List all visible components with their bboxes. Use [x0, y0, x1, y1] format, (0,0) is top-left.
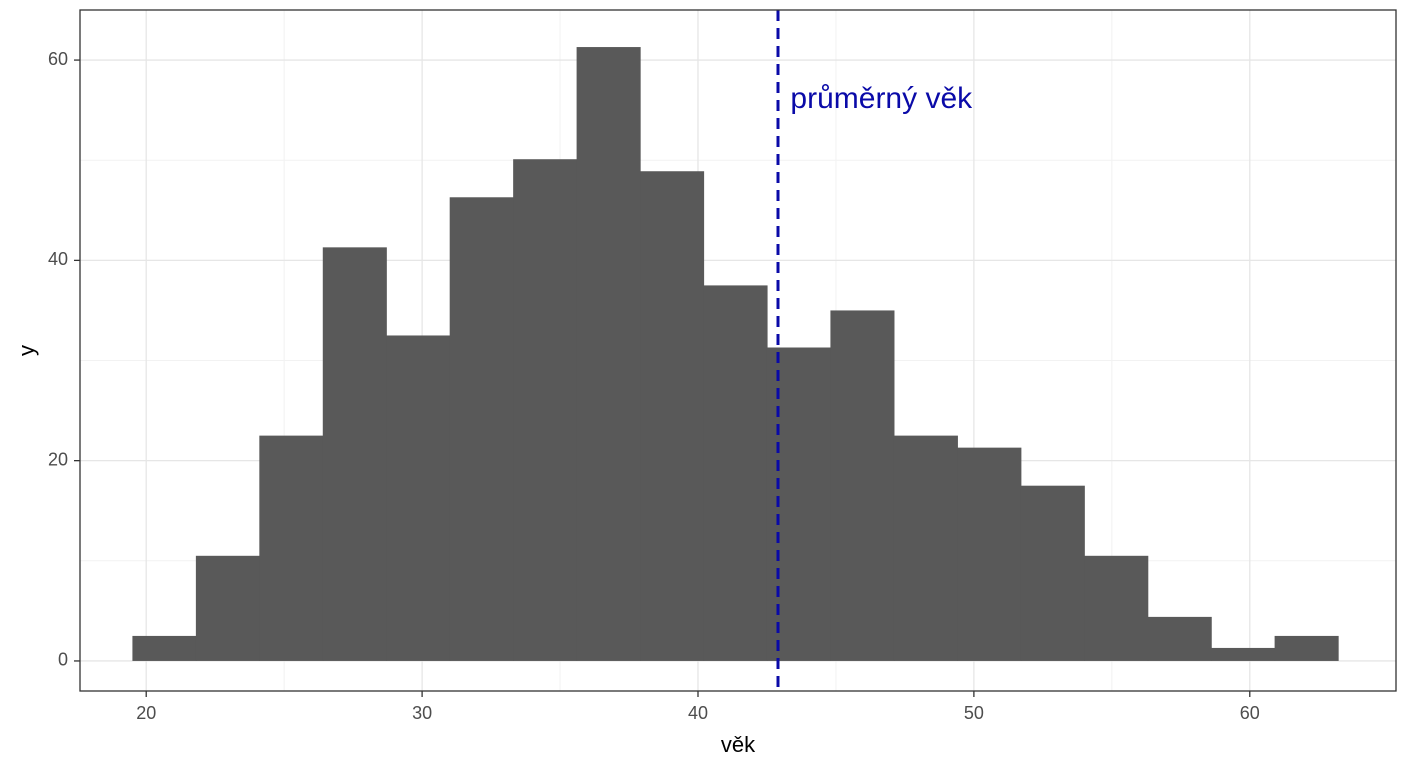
histogram-bar	[1020, 485, 1085, 661]
x-tick-label: 60	[1240, 703, 1260, 723]
histogram-bar	[1084, 555, 1149, 661]
histogram-bar	[830, 310, 895, 661]
histogram-bar	[703, 285, 768, 661]
histogram-bar	[957, 447, 1022, 661]
y-tick-label: 40	[48, 249, 68, 269]
histogram-bar	[513, 159, 578, 661]
histogram-bar	[195, 555, 260, 661]
y-axis-title: y	[14, 345, 39, 356]
histogram-bar	[1147, 616, 1212, 661]
histogram-bar	[1274, 635, 1339, 661]
histogram-bar	[132, 635, 197, 661]
mean-age-annotation: průměrný věk	[790, 82, 973, 115]
x-tick-label: 20	[136, 703, 156, 723]
y-axis: 0 20 40 60	[48, 49, 80, 670]
histogram-bar	[640, 171, 705, 661]
histogram-bar	[449, 197, 514, 661]
histogram-bar	[576, 47, 641, 661]
histogram-bars	[132, 47, 1339, 661]
x-tick-label: 30	[412, 703, 432, 723]
x-axis-title: věk	[721, 732, 756, 757]
y-tick-label: 60	[48, 49, 68, 69]
x-tick-label: 50	[964, 703, 984, 723]
histogram-bar	[893, 435, 958, 661]
plot-border	[79, 9, 1397, 692]
histogram-bar	[1211, 647, 1276, 661]
histogram-bar	[386, 335, 451, 661]
x-axis: 20 30 40 50 60	[136, 691, 1260, 723]
x-tick-label: 40	[688, 703, 708, 723]
histogram-bar	[322, 247, 387, 661]
histogram-bar	[259, 435, 324, 661]
y-tick-label: 20	[48, 449, 68, 469]
y-tick-label: 0	[58, 650, 68, 670]
